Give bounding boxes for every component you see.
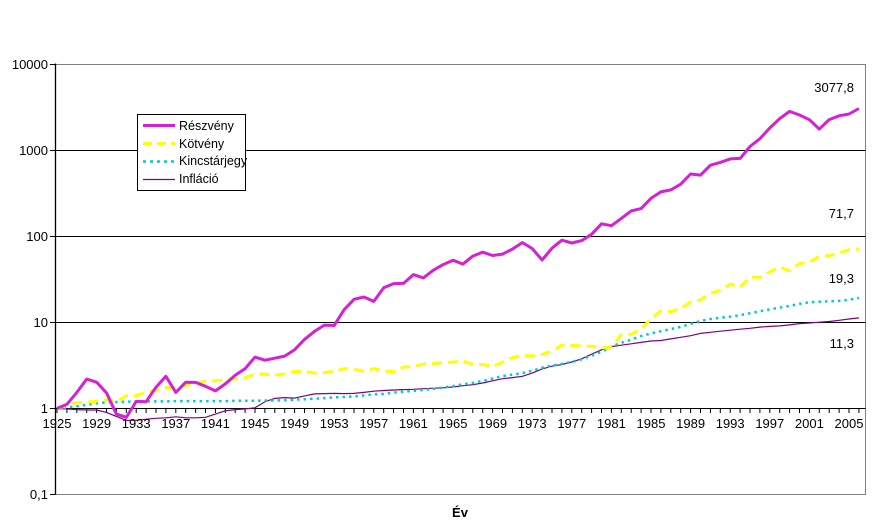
x-tick-label: 2005 bbox=[834, 416, 864, 431]
x-tick-label: 1933 bbox=[121, 416, 151, 431]
legend: Részvény Kötvény Kincstárjegy Infláció bbox=[137, 114, 248, 191]
legend-item-kotveny: Kötvény bbox=[138, 135, 245, 153]
x-tick-label: 1941 bbox=[200, 416, 230, 431]
end-label-kincstarjegy: 19,3 bbox=[828, 271, 854, 286]
legend-swatch-kotveny-icon bbox=[143, 142, 175, 146]
x-tick-label: 1985 bbox=[636, 416, 666, 431]
legend-item-inflacio: Infláció bbox=[138, 170, 245, 188]
x-tick-label: 1989 bbox=[676, 416, 706, 431]
legend-item-kincstarjegy: Kincstárjegy bbox=[138, 153, 248, 171]
y-tick-label: 100 bbox=[26, 228, 48, 244]
x-tick-label: 1973 bbox=[517, 416, 547, 431]
x-tick-label: 1953 bbox=[319, 416, 349, 431]
x-tick-label: 1997 bbox=[755, 416, 785, 431]
x-tick-label: 1925 bbox=[42, 416, 72, 431]
x-tick-label: 1937 bbox=[161, 416, 191, 431]
legend-label-reszveny: Részvény bbox=[179, 118, 234, 133]
legend-swatch-kincstarjegy-icon bbox=[143, 160, 175, 163]
y-tick-label: 10 bbox=[33, 314, 48, 330]
x-tick-label: 1929 bbox=[82, 416, 112, 431]
x-tick-label: 1965 bbox=[438, 416, 468, 431]
legend-label-inflacio: Infláció bbox=[179, 172, 219, 187]
x-tick-label: 1957 bbox=[359, 416, 389, 431]
x-axis-title: Év bbox=[452, 505, 468, 520]
y-tick-label: 10000 bbox=[11, 56, 48, 72]
x-tick-label: 1961 bbox=[398, 416, 428, 431]
x-tick-label: 1977 bbox=[557, 416, 587, 431]
end-label-reszveny: 3077,8 bbox=[814, 80, 854, 95]
y-tick-label: 1 bbox=[40, 400, 48, 416]
legend-item-reszveny: Részvény bbox=[138, 117, 245, 135]
y-tick-label: 1000 bbox=[19, 142, 48, 158]
legend-swatch-inflacio-icon bbox=[143, 178, 175, 180]
legend-swatch-reszveny-icon bbox=[143, 124, 175, 128]
x-tick-label: 1993 bbox=[715, 416, 745, 431]
x-tick-label: 1949 bbox=[280, 416, 310, 431]
end-label-inflacio: 11,3 bbox=[829, 336, 854, 351]
x-tick-label: 1945 bbox=[240, 416, 270, 431]
x-tick-label: 2001 bbox=[794, 416, 824, 431]
x-tick-label: 1981 bbox=[596, 416, 626, 431]
legend-label-kotveny: Kötvény bbox=[179, 136, 225, 151]
y-tick-label: 0,1 bbox=[29, 486, 48, 502]
x-tick-label: 1969 bbox=[478, 416, 508, 431]
end-label-kotveny: 71,7 bbox=[828, 206, 854, 221]
legend-label-kincstarjegy: Kincstárjegy bbox=[179, 154, 248, 169]
